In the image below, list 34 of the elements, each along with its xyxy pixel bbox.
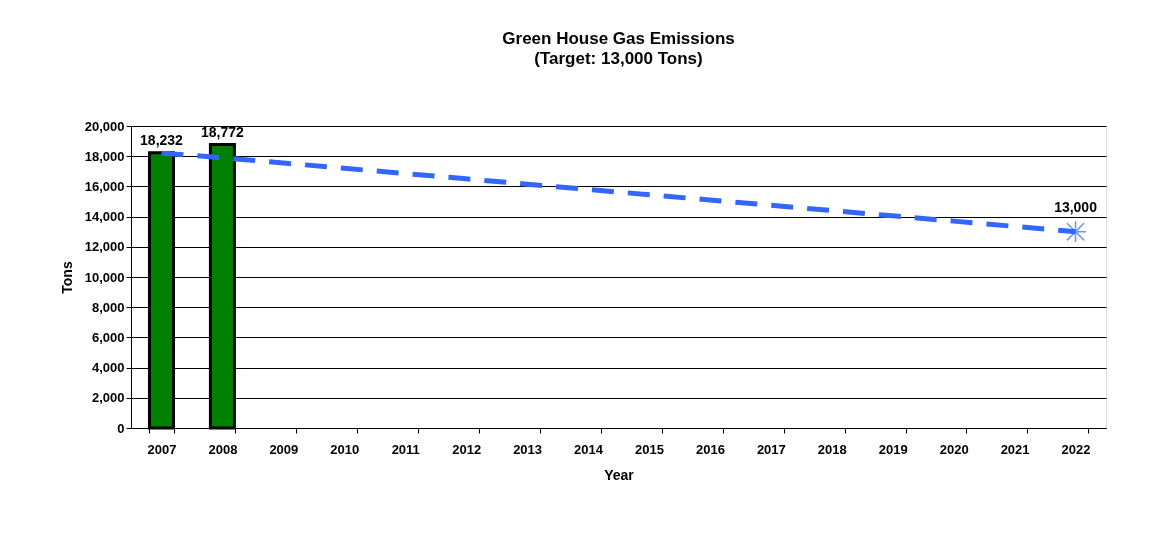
data-label: 13,000 (1054, 198, 1098, 215)
data-label: 18,232 (140, 131, 184, 148)
x-tick-label: 2017 (756, 441, 786, 457)
chart-subtitle: (Target: 13,000 Tons) (534, 49, 703, 68)
data-label: 18,772 (200, 123, 245, 140)
y-tick-label: 2,000 (91, 390, 125, 406)
x-tick-label: 2019 (878, 441, 908, 457)
x-tick-label: 2020 (939, 441, 969, 457)
x-tick-label: 2009 (269, 441, 299, 457)
y-tick-label: 8,000 (91, 299, 125, 315)
y-tick-label: 16,000 (84, 178, 125, 194)
x-tick-label: 2010 (330, 441, 360, 457)
x-tick-label: 2008 (208, 441, 238, 457)
x-tick-label: 2013 (513, 441, 543, 457)
x-tick-label: 2018 (817, 441, 847, 457)
y-axis-title: Tons (58, 261, 75, 294)
chart-title: Green House Gas Emissions (502, 29, 735, 48)
x-tick-label: 2007 (147, 441, 177, 457)
x-axis-title: Year (604, 466, 635, 483)
y-tick-label: 14,000 (84, 209, 125, 225)
y-tick-label: 4,000 (91, 360, 125, 376)
x-tick-label: 2022 (1061, 441, 1091, 457)
x-tick-label: 2021 (1000, 441, 1030, 457)
y-tick-label: 18,000 (84, 148, 125, 164)
x-tick-label: 2016 (695, 441, 725, 457)
x-tick-label: 2012 (452, 441, 482, 457)
y-tick-label: 0 (117, 420, 125, 436)
x-tick-label: 2014 (574, 441, 604, 457)
y-tick-label: 12,000 (84, 239, 125, 255)
y-tick-label: 10,000 (84, 269, 125, 285)
y-tick-label: 20,000 (84, 118, 125, 134)
y-tick-label: 6,000 (91, 329, 125, 345)
x-tick-label: 2011 (391, 441, 420, 457)
x-tick-label: 2015 (635, 441, 664, 457)
